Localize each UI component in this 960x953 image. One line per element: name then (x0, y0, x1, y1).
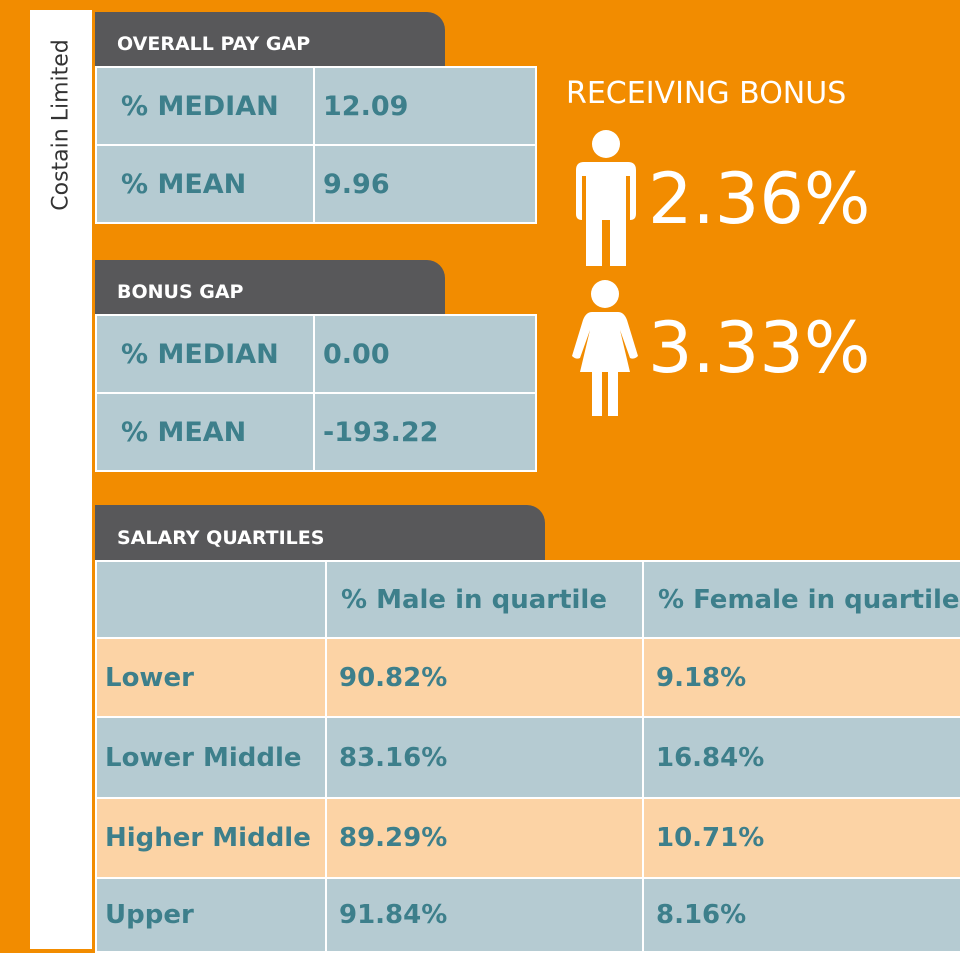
section-tab: OVERALL PAY GAP (95, 12, 445, 68)
male-icon (576, 130, 636, 266)
value-cell: 8.16% (642, 877, 960, 953)
value-cell: 0.00 (313, 314, 537, 394)
value-cell: 91.84% (325, 877, 644, 953)
value-cell: 90.82% (325, 637, 644, 718)
value-cell: 9.18% (642, 637, 960, 718)
male-bonus: 2.36% (648, 158, 871, 240)
label-cell: Lower Middle (95, 716, 327, 799)
bonus-title: RECEIVING BONUS (566, 76, 847, 111)
label-cell: % MEDIAN (95, 66, 315, 146)
value-cell: 89.29% (325, 797, 644, 879)
company-name: Costain Limited (48, 39, 74, 211)
label-cell: % MEDIAN (95, 314, 315, 394)
female-icon (572, 280, 638, 416)
label-cell: % MEAN (95, 392, 315, 472)
sidebar: Costain Limited (30, 10, 92, 240)
value-cell: 16.84% (642, 716, 960, 799)
header-cell: % Female in quartile (642, 560, 960, 639)
value-cell: -193.22 (313, 392, 537, 472)
label-cell: Upper (95, 877, 327, 953)
header-cell: % Male in quartile (325, 560, 644, 639)
label-cell: % MEAN (95, 144, 315, 224)
sidebar-strip (30, 10, 92, 949)
section-tab: SALARY QUARTILES (95, 505, 545, 562)
section-tab: BONUS GAP (95, 260, 445, 316)
value-cell: 9.96 (313, 144, 537, 224)
header-cell (95, 560, 327, 639)
value-cell: 10.71% (642, 797, 960, 879)
value-cell: 83.16% (325, 716, 644, 799)
value-cell: 12.09 (313, 66, 537, 146)
female-bonus: 3.33% (648, 307, 871, 389)
label-cell: Higher Middle (95, 797, 327, 879)
label-cell: Lower (95, 637, 327, 718)
